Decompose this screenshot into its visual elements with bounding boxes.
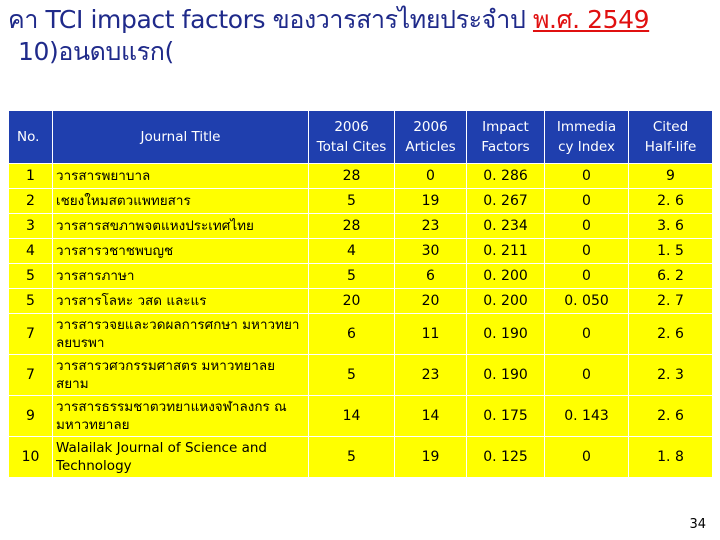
cell-no: 3 [8, 213, 53, 239]
table-row: 10 Walailak Journal of Science and Techn… [8, 436, 713, 478]
cell-impact-factor: 0. 175 [466, 395, 545, 437]
cell-articles: 0 [394, 163, 467, 189]
cell-impact-factor: 0. 211 [466, 238, 545, 264]
cell-immediacy-index: 0 [544, 213, 629, 239]
cell-no: 5 [8, 263, 53, 289]
cell-no: 2 [8, 188, 53, 214]
table-row: 5 วารสารภาษา 5 6 0. 200 0 6. 2 [8, 263, 713, 289]
header-articles: 2006 Articles [394, 110, 467, 164]
cell-articles: 11 [394, 313, 467, 355]
cell-immediacy-index: 0. 143 [544, 395, 629, 437]
cell-cited-half-life: 2. 6 [628, 313, 713, 355]
slide-title-year: พ.ศ. 2549 [532, 5, 650, 34]
cell-articles: 6 [394, 263, 467, 289]
cell-immediacy-index: 0 [544, 188, 629, 214]
cell-cited-half-life: 2. 6 [628, 188, 713, 214]
table-row: 7 วารสารวศวกรรมศาสตร มหาวทยาลยสยาม 5 23 … [8, 354, 713, 396]
cell-journal-title: วารสารวชาชพบญช [52, 238, 309, 264]
header-no: No. [8, 110, 53, 164]
header-immediacy-index: Immedia cy Index [544, 110, 629, 164]
cell-journal-title: วารสารวศวกรรมศาสตร มหาวทยาลยสยาม [52, 354, 309, 396]
cell-immediacy-index: 0 [544, 163, 629, 189]
slide-title-line2: 10)อนดบแรก( [18, 37, 174, 66]
cell-cited-half-life: 2. 6 [628, 395, 713, 437]
page-number: 34 [689, 517, 706, 532]
cell-impact-factor: 0. 234 [466, 213, 545, 239]
table-row: 1 วารสารพยาบาล 28 0 0. 286 0 9 [8, 163, 713, 189]
cell-total-cites: 5 [308, 263, 395, 289]
cell-impact-factor: 0. 190 [466, 313, 545, 355]
cell-articles: 23 [394, 213, 467, 239]
cell-impact-factor: 0. 200 [466, 288, 545, 314]
cell-journal-title: วารสารสขภาพจตแหงประเทศไทย [52, 213, 309, 239]
cell-articles: 20 [394, 288, 467, 314]
cell-cited-half-life: 2. 3 [628, 354, 713, 396]
cell-articles: 23 [394, 354, 467, 396]
table-row: 9 วารสารธรรมชาตวทยาแหงจฬาลงกร ณมหาวทยาลย… [8, 395, 713, 437]
tci-table: No. Journal Title 2006 Total Cites 2006 Ar… [8, 110, 713, 478]
cell-articles: 14 [394, 395, 467, 437]
cell-total-cites: 28 [308, 213, 395, 239]
table-row: 3 วารสารสขภาพจตแหงประเทศไทย 28 23 0. 234… [8, 213, 713, 239]
cell-immediacy-index: 0 [544, 263, 629, 289]
cell-no: 4 [8, 238, 53, 264]
cell-cited-half-life: 1. 8 [628, 436, 713, 478]
cell-total-cites: 28 [308, 163, 395, 189]
cell-no: 7 [8, 313, 53, 355]
cell-immediacy-index: 0 [544, 313, 629, 355]
cell-journal-title: เชยงใหมสตวแพทยสาร [52, 188, 309, 214]
slide-title: คา TCI impact factors ของวารสารไทยประจำป… [8, 4, 708, 68]
cell-articles: 19 [394, 436, 467, 478]
cell-total-cites: 5 [308, 188, 395, 214]
table-header: No. Journal Title 2006 Total Cites 2006 Ar… [8, 110, 713, 164]
cell-immediacy-index: 0. 050 [544, 288, 629, 314]
cell-cited-half-life: 1. 5 [628, 238, 713, 264]
cell-immediacy-index: 0 [544, 354, 629, 396]
cell-impact-factor: 0. 190 [466, 354, 545, 396]
cell-no: 10 [8, 436, 53, 478]
cell-journal-title: วารสารโลหะ วสด และแร [52, 288, 309, 314]
cell-impact-factor: 0. 286 [466, 163, 545, 189]
cell-impact-factor: 0. 125 [466, 436, 545, 478]
header-journal-title: Journal Title [52, 110, 309, 164]
cell-cited-half-life: 9 [628, 163, 713, 189]
table-row: 2 เชยงใหมสตวแพทยสาร 5 19 0. 267 0 2. 6 [8, 188, 713, 214]
cell-total-cites: 20 [308, 288, 395, 314]
cell-immediacy-index: 0 [544, 436, 629, 478]
cell-journal-title: วารสารภาษา [52, 263, 309, 289]
cell-journal-title: วารสารธรรมชาตวทยาแหงจฬาลงกร ณมหาวทยาลย [52, 395, 309, 437]
cell-journal-title: วารสารพยาบาล [52, 163, 309, 189]
cell-no: 7 [8, 354, 53, 396]
cell-no: 9 [8, 395, 53, 437]
cell-total-cites: 5 [308, 354, 395, 396]
cell-total-cites: 6 [308, 313, 395, 355]
header-impact-factors: Impact Factors [466, 110, 545, 164]
cell-articles: 30 [394, 238, 467, 264]
slide-title-main: คา TCI impact factors ของวารสารไทยประจำป [8, 5, 533, 34]
header-total-cites: 2006 Total Cites [308, 110, 395, 164]
cell-articles: 19 [394, 188, 467, 214]
cell-total-cites: 5 [308, 436, 395, 478]
cell-impact-factor: 0. 267 [466, 188, 545, 214]
cell-cited-half-life: 6. 2 [628, 263, 713, 289]
cell-journal-title: วารสารวจยและวดผลการศกษา มหาวทยาลยบรพา [52, 313, 309, 355]
cell-journal-title: Walailak Journal of Science and Technolo… [52, 436, 309, 478]
cell-total-cites: 14 [308, 395, 395, 437]
table-row: 7 วารสารวจยและวดผลการศกษา มหาวทยาลยบรพา … [8, 313, 713, 355]
cell-cited-half-life: 3. 6 [628, 213, 713, 239]
cell-no: 5 [8, 288, 53, 314]
header-cited-half-life: Cited Half-life [628, 110, 713, 164]
cell-immediacy-index: 0 [544, 238, 629, 264]
table-body: 1 วารสารพยาบาล 28 0 0. 286 0 9 2 เชยงใหม… [8, 163, 713, 478]
table-row: 4 วารสารวชาชพบญช 4 30 0. 211 0 1. 5 [8, 238, 713, 264]
cell-cited-half-life: 2. 7 [628, 288, 713, 314]
cell-total-cites: 4 [308, 238, 395, 264]
cell-no: 1 [8, 163, 53, 189]
table-row: 5 วารสารโลหะ วสด และแร 20 20 0. 200 0. 0… [8, 288, 713, 314]
cell-impact-factor: 0. 200 [466, 263, 545, 289]
